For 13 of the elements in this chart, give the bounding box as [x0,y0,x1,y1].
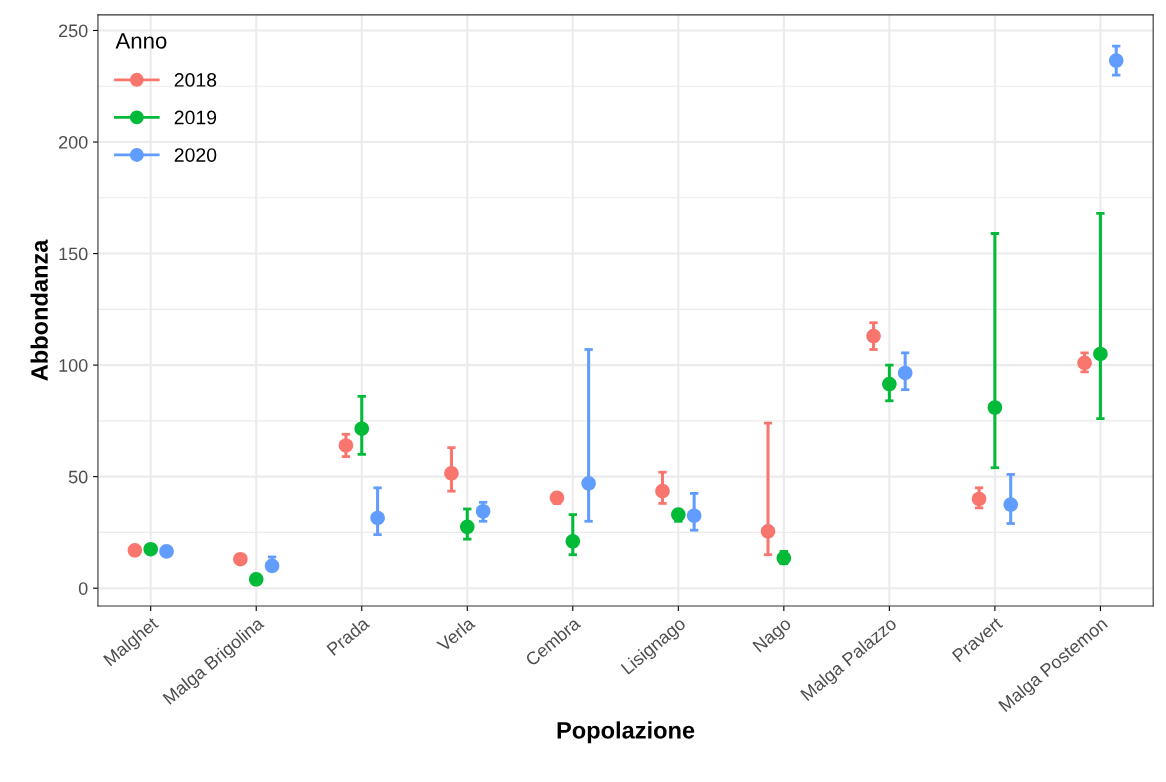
x-axis-title: Popolazione [557,721,695,744]
y-tick-label: 150 [59,247,88,261]
y-axis-title: Abbondanza [30,239,48,381]
legend-title: Anno [115,33,167,49]
y-tick-label: 100 [59,359,88,372]
legend-label: 2018 [174,73,217,87]
legend-label: 2019 [174,110,217,125]
x-tick-label: Verla [435,615,476,653]
y-tick-label: 0 [78,582,88,595]
y-tick-label: 50 [68,470,88,484]
legend-label: 2020 [174,148,217,162]
y-tick-label: 250 [59,24,88,38]
y-tick-label: 200 [59,135,88,149]
